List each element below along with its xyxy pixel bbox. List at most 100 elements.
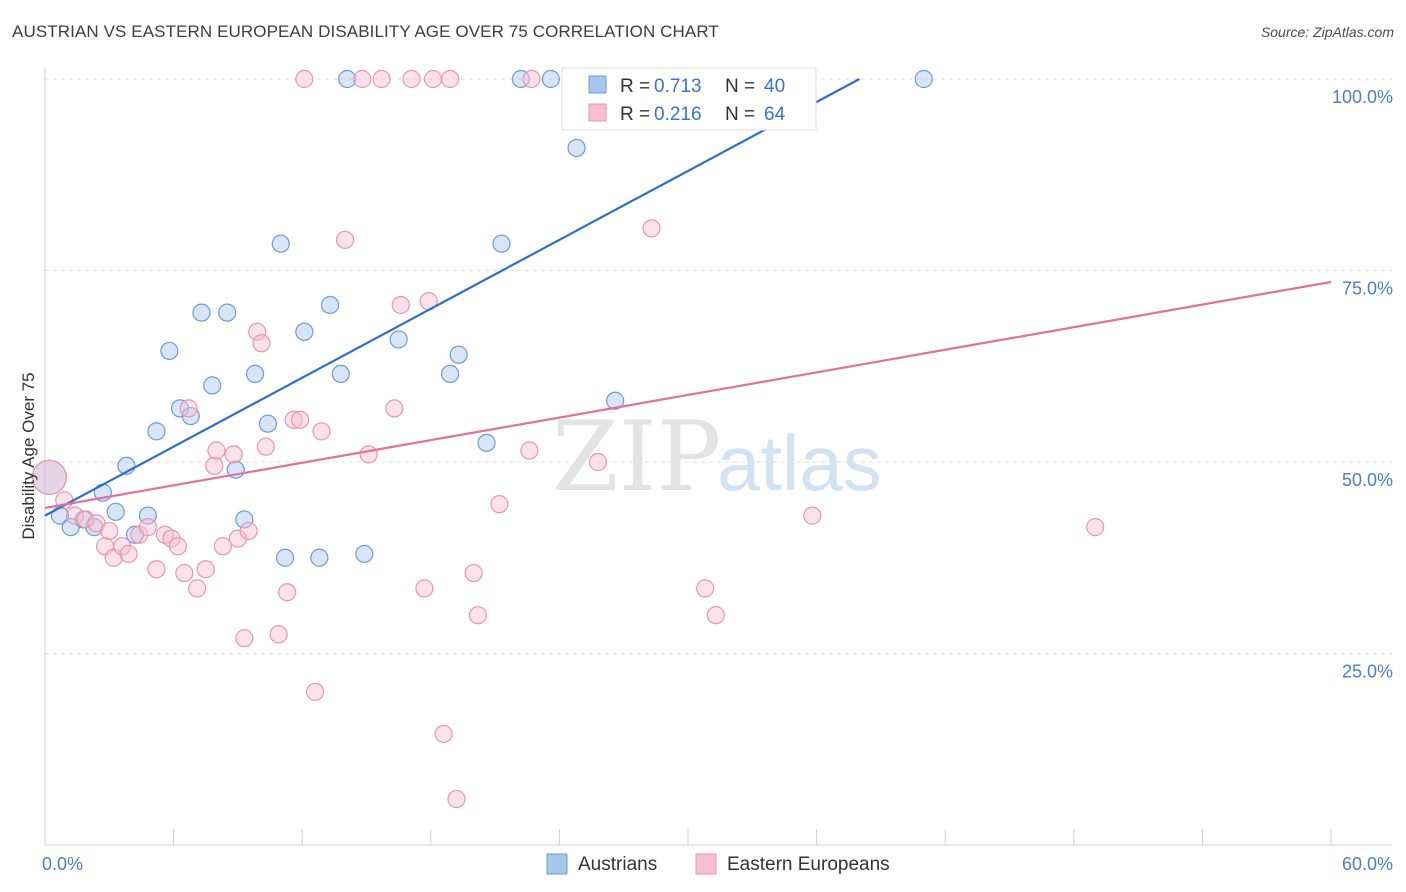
austrians-point [320,295,340,315]
eastern-europeans-point [224,445,243,464]
bottom-legend-swatch-austrians [546,853,568,875]
legend: R = 0.713 N = 40 R = 0.216 N = 64 [561,67,817,131]
austrians-point [338,69,357,89]
legend-r-value-austrians: 0.713 [654,76,702,97]
watermark-zip: ZIP [552,401,721,513]
x-tick-label: 0.0% [42,854,83,874]
eastern-europeans-point [359,445,378,464]
x-tick-labels: 0.0% 60.0% [42,854,1393,874]
y-tick-label: 100.0% [1332,87,1393,107]
eastern-europeans-point [31,459,67,495]
austrians-point [541,69,560,89]
eastern-europeans-point [522,69,541,89]
eastern-europeans-point [464,563,483,583]
eastern-europeans-point [490,495,509,514]
y-tick-label: 25.0% [1342,662,1393,682]
eastern-europeans-point [803,506,822,525]
y-axis-label: Disability Age Over 75 [19,372,38,539]
austrians-point [160,341,179,361]
bottom-legend: Austrians Eastern Europeans [546,853,890,875]
legend-swatch-eastern-europeans [588,103,607,122]
trend-lines [44,78,1332,517]
eastern-europeans-point [588,452,608,472]
eastern-europeans-point [305,682,325,701]
austrians-point [275,548,295,567]
austrians-point [511,69,530,89]
austrians-point [106,502,125,521]
bottom-legend-label-austrians: Austrians [578,854,657,875]
eastern-europeans-point [440,69,460,89]
legend-r-label-austrians: R = [620,76,650,97]
austrians-point [440,364,460,384]
eastern-europeans-point [415,579,434,598]
austrians-point [567,138,586,158]
eastern-europeans-point [168,537,187,556]
eastern-europeans-point [278,583,297,602]
eastern-europeans-point [1086,518,1105,537]
watermark-atlas: atlas [717,419,882,507]
eastern-europeans-point [468,606,488,625]
austrians-point [192,303,211,322]
austrians-trend-line [44,78,860,517]
austrians-point [389,330,408,349]
eastern-europeans-point [447,789,466,809]
austrians-point [147,422,166,441]
eastern-europeans-trend-line [44,280,1332,510]
austrians-point [258,414,278,433]
eastern-europeans-point [65,506,85,525]
austrians-point [606,391,625,410]
legend-n-value-eastern-europeans: 64 [764,104,786,125]
eastern-europeans-point [175,563,194,583]
bottom-legend-label-eastern-europeans: Eastern Europeans [727,854,890,875]
source-credit: Source: ZipAtlas.com [1260,24,1394,40]
legend-r-label-eastern-europeans: R = [620,104,650,125]
eastern-europeans-point [138,518,157,537]
eastern-europeans-point [239,521,258,541]
legend-n-label-austrians: N = [725,76,755,97]
austrians-point [331,364,350,384]
eastern-europeans-point [207,441,226,460]
eastern-europeans-point [205,456,224,475]
eastern-europeans-point [188,579,207,598]
eastern-europeans-point [372,69,391,89]
eastern-europeans-point [213,537,232,556]
eastern-europeans-point [642,219,661,238]
y-tick-label: 50.0% [1342,470,1393,490]
austrians-point [271,234,290,253]
eastern-europeans-point [248,322,267,341]
austrians-point [295,322,314,341]
bottom-legend-swatch-eastern-europeans [695,853,717,875]
legend-swatch-austrians [588,75,607,94]
eastern-europeans-point [119,544,138,564]
austrians-point [235,510,254,529]
eastern-europeans-point [179,399,198,418]
eastern-europeans-point [696,579,715,598]
eastern-europeans-point [423,69,443,89]
y-tick-label: 75.0% [1342,279,1393,299]
austrians-point [449,345,468,364]
austrians-point [310,548,329,567]
austrians-point [218,303,237,322]
grid-lines [45,78,1392,654]
eastern-europeans-point [391,295,410,315]
eastern-europeans-point [100,521,119,541]
eastern-europeans-point [312,422,331,441]
legend-n-value-austrians: 40 [764,76,785,97]
austrians-point [355,544,374,564]
austrians-point [914,69,933,89]
austrians-point [492,234,511,253]
eastern-europeans-point [520,441,539,460]
eastern-europeans-point [706,606,725,625]
axes [44,68,1392,846]
legend-r-value-eastern-europeans: 0.216 [654,104,702,125]
eastern-europeans-point [235,629,254,648]
eastern-europeans-point [147,560,166,579]
austrians-point [203,376,222,395]
eastern-europeans-point [295,69,314,89]
eastern-europeans-point [290,410,310,429]
eastern-europeans-point [252,334,271,353]
eastern-europeans-point [402,69,421,89]
chart-title: AUSTRIAN VS EASTERN EUROPEAN DISABILITY … [12,22,719,41]
eastern-europeans-point [269,625,288,644]
